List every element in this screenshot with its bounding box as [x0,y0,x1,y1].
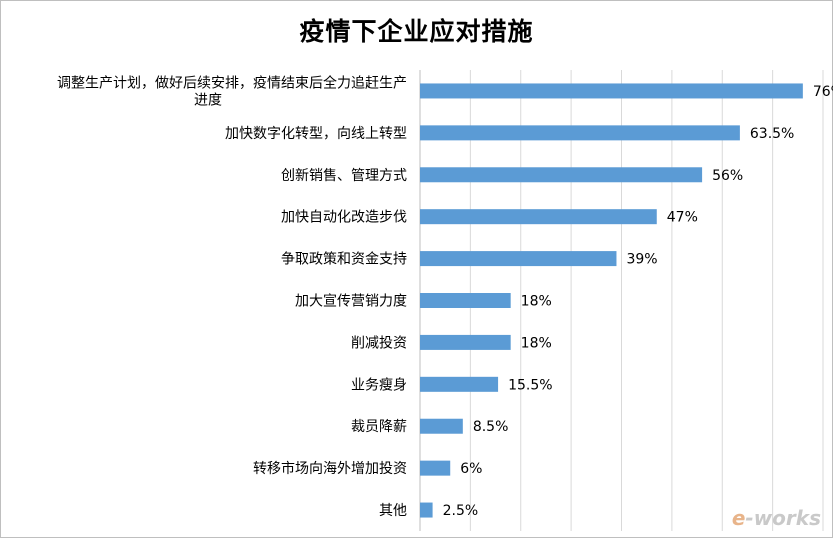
data-label: 76% [813,84,833,100]
bar [420,376,499,392]
bars [420,83,803,518]
bar [420,460,451,476]
eworks-watermark: e-works [731,506,821,530]
category-label: 削减投资 [351,335,407,351]
data-label: 39% [626,252,657,268]
category-label: 业务瘦身 [351,376,407,393]
bar [420,251,617,267]
category-label: 加快自动化改造步伐 [281,210,407,226]
data-label: 56% [712,168,743,184]
category-label: 其他 [379,503,407,519]
category-label: 创新销售、管理方式 [281,168,407,184]
category-label: 裁员降薪 [351,419,407,435]
data-label: 63.5% [750,126,794,142]
category-label: 调整生产计划，做好后续安排，疫情结束后全力追赶生产 [57,74,407,91]
gridlines [469,70,824,531]
bar [420,125,740,141]
category-label: 争取政策和资金支持 [281,251,407,268]
category-label: 加大宣传营销力度 [295,294,407,310]
bar [420,209,657,225]
data-label: 18% [521,335,552,351]
data-label: 15.5% [508,377,552,393]
data-label: 47% [667,210,698,226]
category-label: 进度 [194,92,222,108]
bar [420,334,511,350]
bar [420,418,463,434]
chart-title: 疫情下企业应对措施 [299,17,534,46]
bar [420,293,511,308]
bar [420,83,803,99]
data-label: 18% [521,294,552,310]
data-label: 8.5% [473,419,509,435]
category-label: 加快数字化转型，向线上转型 [225,126,407,142]
bar [420,167,703,183]
bar [420,502,433,518]
data-label: 2.5% [443,503,479,519]
category-label: 转移市场向海外增加投资 [253,460,407,477]
data-label: 6% [460,461,482,477]
category-labels: 调整生产计划，做好后续安排，疫情结束后全力追赶生产进度加快数字化转型，向线上转型… [57,74,407,519]
value-labels: 76% 63.5% 56% 47% 39% 18% 18% 15.5% 8.5% 6% 2.5% [443,84,833,519]
